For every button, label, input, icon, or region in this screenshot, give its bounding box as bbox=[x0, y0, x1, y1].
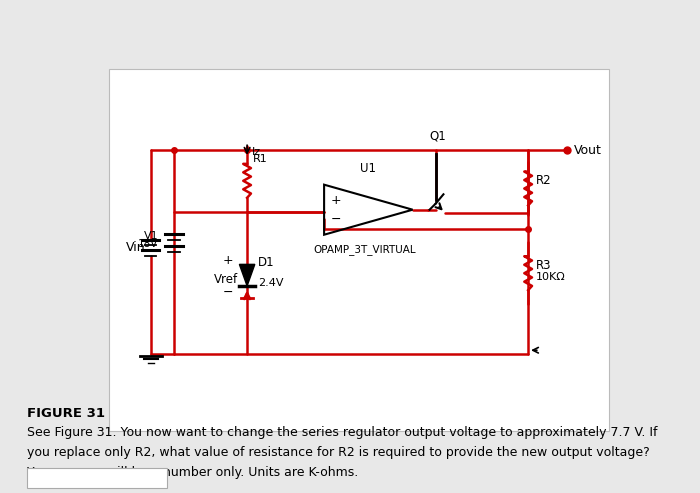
Text: +: + bbox=[330, 194, 341, 207]
Text: U1: U1 bbox=[360, 162, 377, 176]
Text: +: + bbox=[223, 254, 233, 267]
Text: 2.4V: 2.4V bbox=[258, 278, 284, 288]
Text: OPAMP_3T_VIRTUAL: OPAMP_3T_VIRTUAL bbox=[313, 244, 416, 255]
Text: R2: R2 bbox=[536, 175, 552, 187]
Text: Your answer will be a number only. Units are K-ohms.: Your answer will be a number only. Units… bbox=[27, 466, 358, 479]
Text: FIGURE 31: FIGURE 31 bbox=[27, 407, 104, 420]
Text: R1: R1 bbox=[253, 154, 268, 164]
Text: 10KΩ: 10KΩ bbox=[536, 272, 566, 282]
Text: D1: D1 bbox=[258, 256, 274, 269]
Text: Vin: Vin bbox=[125, 241, 146, 254]
Text: Q1: Q1 bbox=[429, 129, 446, 142]
Text: R3: R3 bbox=[536, 259, 552, 272]
Text: Iz: Iz bbox=[252, 146, 261, 157]
Polygon shape bbox=[239, 264, 255, 286]
Text: −: − bbox=[223, 285, 233, 299]
Text: V1: V1 bbox=[144, 231, 158, 241]
Text: See Figure 31. You now want to change the series regulator output voltage to app: See Figure 31. You now want to change th… bbox=[27, 426, 657, 439]
Text: Vout: Vout bbox=[574, 143, 602, 156]
Text: −: − bbox=[330, 213, 341, 226]
Text: 18V: 18V bbox=[138, 239, 158, 249]
Text: you replace only R2, what value of resistance for R2 is required to provide the : you replace only R2, what value of resis… bbox=[27, 446, 650, 459]
Text: Vref: Vref bbox=[214, 273, 237, 286]
